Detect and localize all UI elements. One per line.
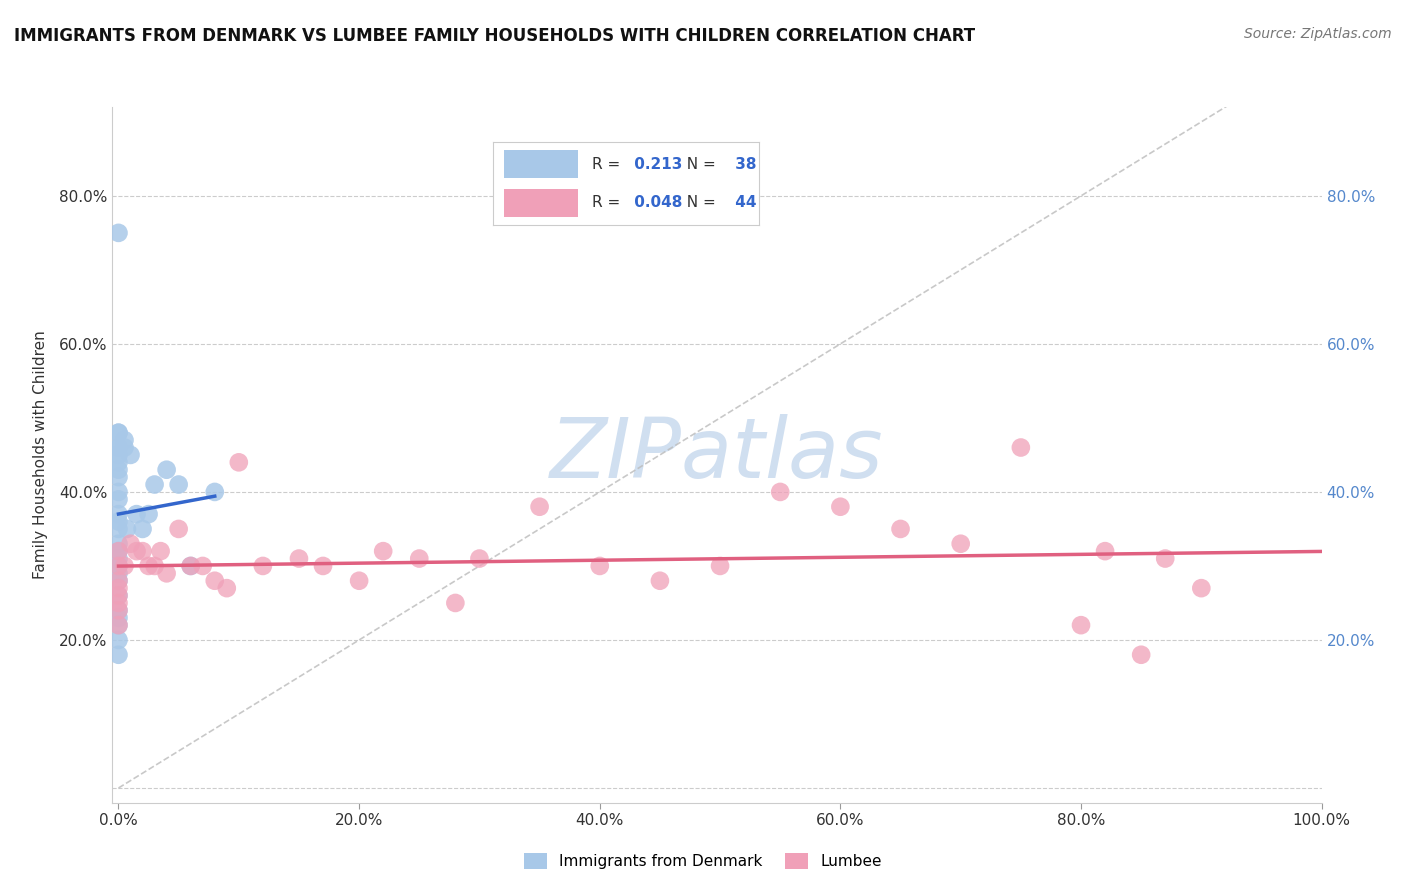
Point [167,522,190,536]
Point [1010,441,1032,455]
Point [120,448,142,462]
Point [312,558,335,573]
Point [107,632,129,647]
Point [107,425,129,440]
Text: ZIPatlas: ZIPatlas [550,415,884,495]
Point [107,425,129,440]
Point [107,522,129,536]
Point [1189,581,1212,595]
Point [131,544,153,558]
Point [107,596,129,610]
Point [107,507,129,521]
Point [889,522,911,536]
Point [120,537,142,551]
Point [107,581,129,595]
Point [180,558,202,573]
Point [648,574,671,588]
Point [191,558,214,573]
Point [107,589,129,603]
Point [709,558,731,573]
Point [1130,648,1153,662]
Point [107,463,129,477]
Point [949,537,972,551]
Point [107,226,129,240]
Point [228,455,250,469]
Point [107,574,129,588]
Point [107,484,129,499]
Point [107,618,129,632]
Point [408,551,430,566]
Point [107,558,129,573]
Point [107,544,129,558]
Point [114,441,136,455]
Point [180,558,202,573]
Point [107,558,129,573]
Point [204,484,226,499]
Point [1094,544,1116,558]
Point [107,566,129,581]
Point [149,544,172,558]
Point [107,515,129,529]
Point [114,558,136,573]
Point [138,507,160,521]
Point [107,589,129,603]
Point [107,492,129,507]
Point [347,574,370,588]
Point [1154,551,1177,566]
Point [252,558,274,573]
Text: Source: ZipAtlas.com: Source: ZipAtlas.com [1244,27,1392,41]
Point [115,522,138,536]
Point [589,558,612,573]
Point [107,448,129,462]
Point [769,484,792,499]
Point [107,441,129,455]
Point [204,574,226,588]
Y-axis label: Family Households with Children: Family Households with Children [32,331,48,579]
Point [107,603,129,617]
Point [830,500,852,514]
Point [167,477,190,491]
Point [468,551,491,566]
Point [444,596,467,610]
Point [125,544,148,558]
Point [114,433,136,447]
Point [107,603,129,617]
Point [107,470,129,484]
Point [138,558,160,573]
Point [125,507,148,521]
Point [107,574,129,588]
Point [156,566,179,581]
Text: IMMIGRANTS FROM DENMARK VS LUMBEE FAMILY HOUSEHOLDS WITH CHILDREN CORRELATION CH: IMMIGRANTS FROM DENMARK VS LUMBEE FAMILY… [14,27,976,45]
Point [107,455,129,469]
Point [1070,618,1092,632]
Point [107,544,129,558]
Point [107,648,129,662]
Point [215,581,238,595]
Point [107,441,129,455]
Point [373,544,395,558]
Point [529,500,551,514]
Point [107,611,129,625]
Point [107,537,129,551]
Point [131,522,153,536]
Point [288,551,311,566]
Legend: Immigrants from Denmark, Lumbee: Immigrants from Denmark, Lumbee [517,847,889,875]
Point [107,618,129,632]
Point [143,477,166,491]
Point [107,551,129,566]
Point [156,463,179,477]
Point [143,558,166,573]
